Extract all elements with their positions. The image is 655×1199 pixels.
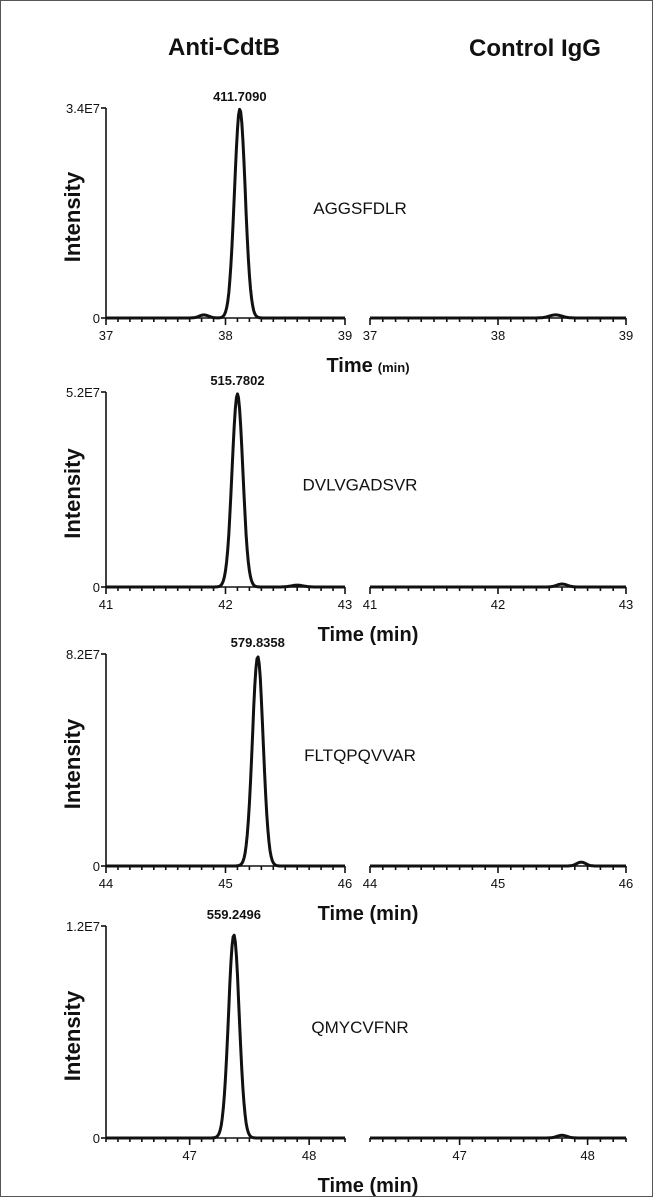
y-axis-label: Intensity (60, 718, 85, 809)
chart-row-AGGSFDLR: Intensity 3.4E7 0 37 38 39 411.7090 37 38 39 AGGSF… (60, 89, 633, 377)
x-tick-label: 39 (338, 328, 352, 343)
peak-mz-label: 411.7090 (213, 89, 267, 104)
y-tick-zero: 0 (93, 859, 100, 874)
x-tick-label: 41 (99, 597, 113, 612)
peptide-label: AGGSFDLR (313, 199, 407, 218)
x-tick-label: 47 (182, 1148, 196, 1163)
y-axis-label: Intensity (60, 448, 85, 539)
y-tick-zero: 0 (93, 580, 100, 595)
y-tick-max: 5.2E7 (66, 385, 100, 400)
x-axis-label: Time (min) (318, 1175, 419, 1197)
column-title-left: Anti-CdtB (168, 34, 280, 61)
x-axis-label: Time (min) (318, 903, 419, 925)
chromatogram-trace (369, 1133, 627, 1140)
y-tick-zero: 0 (93, 311, 100, 326)
x-tick-label: 45 (218, 876, 232, 891)
peak-mz-label: 515.7802 (210, 373, 264, 388)
chart-row-FLTQPQVVAR: Intensity 8.2E7 0 44 45 46 579.8358 44 45 46 FLTQP… (60, 635, 633, 925)
panel-anti-cdtb: 41 42 43 515.7802 (99, 373, 352, 612)
y-axis-label: Intensity (60, 990, 85, 1081)
x-tick-label: 47 (452, 1148, 466, 1163)
chromatogram-trace (369, 860, 627, 868)
panel-anti-cdtb: 47 48 559.2496 (101, 907, 346, 1163)
y-tick-max: 8.2E7 (66, 647, 100, 662)
x-tick-label: 39 (619, 328, 633, 343)
chromatogram-trace (369, 313, 627, 320)
peak-mz-label: 579.8358 (231, 635, 285, 650)
x-tick-label: 37 (99, 328, 113, 343)
chart-row-DVLVGADSVR: Intensity 5.2E7 0 41 42 43 515.7802 41 42 43 DVLVG… (60, 373, 633, 646)
panel-control-igg: 41 42 43 (363, 582, 633, 612)
x-tick-label: 44 (99, 876, 113, 891)
x-tick-label: 48 (580, 1148, 594, 1163)
panel-control-igg: 47 48 (369, 1133, 627, 1163)
x-axis-label: Time (min) (326, 355, 409, 377)
chromatogram-trace (105, 392, 346, 589)
chromatogram-trace (105, 107, 346, 320)
x-tick-label: 46 (338, 876, 352, 891)
chromatogram-trace (105, 655, 346, 868)
peptide-label: QMYCVFNR (311, 1018, 408, 1037)
panel-anti-cdtb: 37 38 39 411.7090 (99, 89, 352, 343)
y-tick-max: 3.4E7 (66, 101, 100, 116)
x-tick-label: 46 (619, 876, 633, 891)
x-tick-label: 38 (491, 328, 505, 343)
chromatogram-trace (369, 582, 627, 589)
x-tick-label: 43 (619, 597, 633, 612)
x-tick-label: 45 (491, 876, 505, 891)
panel-control-igg: 37 38 39 (363, 313, 633, 343)
x-tick-label: 44 (363, 876, 377, 891)
x-tick-label: 42 (218, 597, 232, 612)
peptide-label: FLTQPQVVAR (304, 746, 416, 765)
x-axis-label: Time (min) (318, 624, 419, 646)
x-tick-label: 43 (338, 597, 352, 612)
y-tick-zero: 0 (93, 1131, 100, 1146)
panel-control-igg: 44 45 46 (363, 860, 633, 891)
x-tick-label: 42 (491, 597, 505, 612)
chromatogram-trace (105, 933, 346, 1140)
chart-row-QMYCVFNR: Intensity 1.2E7 0 47 48 559.2496 47 48 QMYCVFNR T… (60, 907, 627, 1197)
x-tick-label: 41 (363, 597, 377, 612)
y-axis-label: Intensity (60, 171, 85, 262)
panel-anti-cdtb: 44 45 46 579.8358 (99, 635, 352, 891)
peptide-label: DVLVGADSVR (303, 476, 418, 495)
column-title-right: Control IgG (469, 35, 601, 62)
x-tick-label: 37 (363, 328, 377, 343)
x-tick-label: 48 (302, 1148, 316, 1163)
chromatogram-rows: Intensity 3.4E7 0 37 38 39 411.7090 37 38 39 AGGSF… (60, 89, 633, 1197)
x-tick-label: 38 (218, 328, 232, 343)
peak-mz-label: 559.2496 (207, 907, 261, 922)
y-tick-max: 1.2E7 (66, 919, 100, 934)
